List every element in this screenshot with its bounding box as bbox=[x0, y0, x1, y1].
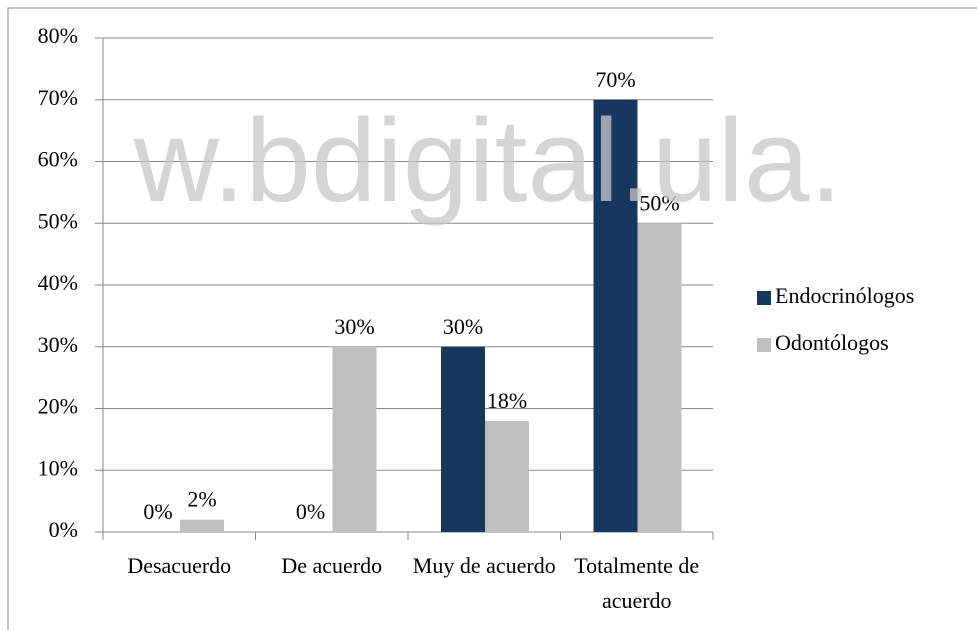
value-label: 18% bbox=[487, 388, 527, 413]
bar bbox=[180, 519, 224, 532]
value-label: 0% bbox=[143, 499, 172, 524]
value-label: 50% bbox=[639, 190, 679, 215]
legend-label: Endocrinólogos bbox=[775, 283, 914, 308]
x-tick-label: De acuerdo bbox=[281, 553, 382, 578]
y-tick-label: 50% bbox=[38, 208, 78, 233]
value-label: 30% bbox=[443, 314, 483, 339]
value-label: 70% bbox=[595, 67, 635, 92]
x-tick-label: Muy de acuerdo bbox=[413, 553, 556, 578]
legend-swatch bbox=[757, 291, 771, 305]
y-tick-label: 70% bbox=[38, 85, 78, 110]
legend-swatch bbox=[757, 338, 771, 352]
y-tick-label: 30% bbox=[38, 332, 78, 357]
value-label: 2% bbox=[187, 487, 216, 512]
bar bbox=[441, 346, 485, 532]
y-tick-label: 40% bbox=[38, 270, 78, 295]
chart-frame bbox=[7, 7, 977, 630]
y-tick-label: 10% bbox=[38, 455, 78, 480]
watermark: w.bdigital.ula. bbox=[133, 95, 842, 227]
value-label: 30% bbox=[334, 314, 374, 339]
x-tick-label: Totalmente de acuerdo bbox=[574, 553, 699, 613]
y-tick-label: 60% bbox=[38, 147, 78, 172]
legend-label: Odontólogos bbox=[775, 330, 889, 355]
y-tick-label: 80% bbox=[38, 23, 78, 48]
bar bbox=[637, 223, 682, 532]
x-tick-label: Desacuerdo bbox=[127, 553, 231, 578]
y-tick-label: 0% bbox=[49, 517, 78, 542]
y-tick-label: 20% bbox=[38, 394, 78, 419]
bar bbox=[485, 420, 529, 532]
value-label: 0% bbox=[296, 499, 325, 524]
bar bbox=[332, 346, 377, 532]
bar bbox=[593, 99, 638, 532]
